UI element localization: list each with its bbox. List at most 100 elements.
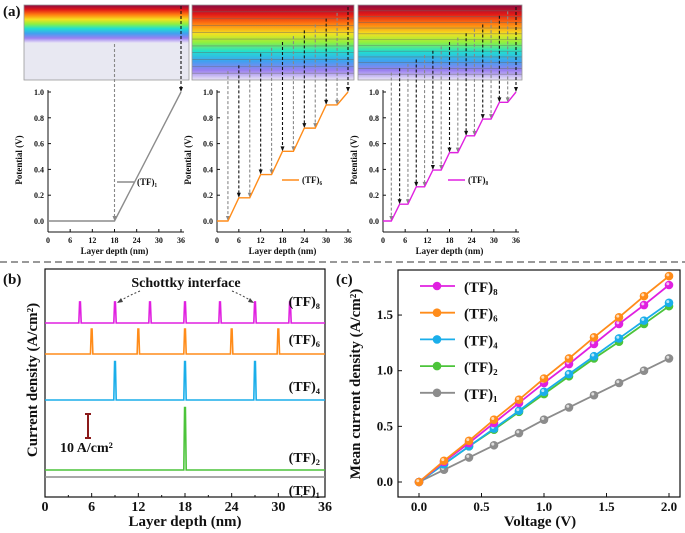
panel-b-chart xyxy=(44,268,326,498)
panel-c-chart xyxy=(397,269,681,498)
y-tick-label: 0.0 xyxy=(377,474,393,489)
x-tick-label: 12 xyxy=(131,500,145,515)
annotation-arrow xyxy=(117,290,141,303)
annotation-schottky: Schottky interface xyxy=(131,276,240,291)
data-point xyxy=(614,378,624,388)
series-label: (TF)₁ xyxy=(289,484,320,499)
arrow-head xyxy=(414,181,419,187)
series-label: (TF)₆ xyxy=(289,333,320,348)
data-point-highlight xyxy=(541,375,545,379)
scale-bar-label: 10 A/cm² xyxy=(60,441,113,456)
x-tick-label: 0 xyxy=(381,236,385,245)
data-point xyxy=(564,354,574,363)
data-point-highlight xyxy=(591,392,595,396)
x-tick-label: 24 xyxy=(133,236,141,245)
x-tick-label: 36 xyxy=(318,500,332,515)
data-point-highlight xyxy=(616,314,620,318)
x-tick-label: 2.0 xyxy=(661,499,677,514)
arrow-head xyxy=(280,146,285,152)
arrow-head xyxy=(236,192,241,198)
scale-bar xyxy=(85,413,91,439)
x-tick-label: 12 xyxy=(257,236,265,245)
panel-a-subplot-1 xyxy=(23,4,190,233)
data-point-highlight xyxy=(641,368,645,371)
x-tick-label: 0.5 xyxy=(473,499,490,514)
potential-curve xyxy=(383,91,517,222)
x-axis-label: Layer depth (nm) xyxy=(249,246,317,256)
x-tick-label: 36 xyxy=(344,236,352,245)
y-tick-label: 0.4 xyxy=(369,165,379,174)
data-point-highlight xyxy=(666,282,670,286)
panel-label-c: (c) xyxy=(336,272,353,288)
data-point-highlight xyxy=(616,321,620,325)
y-tick-label: 0.2 xyxy=(369,191,379,200)
legend-marker xyxy=(432,361,442,371)
arrow-head xyxy=(464,130,469,136)
legend-label: (TF)₈ xyxy=(464,280,498,296)
data-point xyxy=(514,406,524,416)
arrow-head xyxy=(258,169,263,175)
data-point xyxy=(664,280,674,290)
arrow-head xyxy=(422,181,427,187)
data-point xyxy=(464,453,474,462)
data-point xyxy=(539,374,549,383)
y-tick-label: 1.0 xyxy=(34,88,44,97)
current-density-trace xyxy=(45,360,325,401)
arrow-head xyxy=(514,87,518,92)
y-tick-label: 0.6 xyxy=(34,140,44,149)
panel-label-a: (a) xyxy=(3,4,21,20)
legend-label: (TF)₁ xyxy=(137,177,157,187)
data-point xyxy=(464,436,474,446)
data-point xyxy=(664,354,674,363)
data-point-highlight xyxy=(641,302,645,306)
x-tick-label: 18 xyxy=(178,500,192,515)
data-point xyxy=(639,366,649,376)
x-tick-label: 0 xyxy=(215,236,219,245)
y-tick-label: 0.0 xyxy=(369,217,379,226)
data-point-highlight xyxy=(566,371,570,375)
y-tick-label: 0.8 xyxy=(34,114,44,123)
legend-label: (TF)₄ xyxy=(464,333,498,349)
data-point xyxy=(564,369,574,379)
substrate-layer xyxy=(24,43,189,80)
x-tick-label: 0.0 xyxy=(411,499,427,514)
data-point xyxy=(514,395,524,404)
data-point xyxy=(614,312,624,322)
series-label: (TF)₂ xyxy=(289,451,320,466)
data-point-highlight xyxy=(666,300,670,304)
x-tick-label: 0 xyxy=(46,236,50,245)
legend-marker xyxy=(432,388,442,398)
arrow-head xyxy=(248,298,254,303)
data-point-highlight xyxy=(566,404,570,408)
x-axis-label: Layer depth (nm) xyxy=(128,514,241,530)
x-tick-label: 36 xyxy=(177,236,185,245)
film-block-border xyxy=(357,4,523,81)
x-tick-label: 30 xyxy=(155,236,163,245)
arrow-head xyxy=(489,114,494,120)
data-point xyxy=(489,440,499,450)
data-point xyxy=(539,415,549,424)
x-tick-label: 30 xyxy=(271,500,285,515)
y-tick-label: 1.0 xyxy=(377,363,393,378)
x-axis-label: Voltage (V) xyxy=(504,514,576,530)
data-point xyxy=(514,428,524,438)
legend-label: (TF)₆ xyxy=(464,307,498,323)
data-point-highlight xyxy=(641,317,645,321)
panel-a-subplot-2 xyxy=(191,4,355,233)
legend-label: (TF)₂ xyxy=(464,360,498,376)
current-density-trace xyxy=(45,406,325,471)
arrow-head xyxy=(405,199,410,205)
x-tick-label: 30 xyxy=(322,236,330,245)
data-point-highlight xyxy=(666,355,670,359)
arrow-head xyxy=(346,87,350,92)
data-point-highlight xyxy=(441,458,445,462)
data-point xyxy=(589,351,599,361)
y-axis-label: Potential (V) xyxy=(183,135,193,184)
data-point xyxy=(489,415,499,424)
x-tick-label: 18 xyxy=(446,236,454,245)
x-tick-label: 24 xyxy=(225,500,239,515)
data-point xyxy=(414,477,424,487)
data-point-highlight xyxy=(616,380,620,384)
y-tick-label: 0.6 xyxy=(203,140,213,149)
